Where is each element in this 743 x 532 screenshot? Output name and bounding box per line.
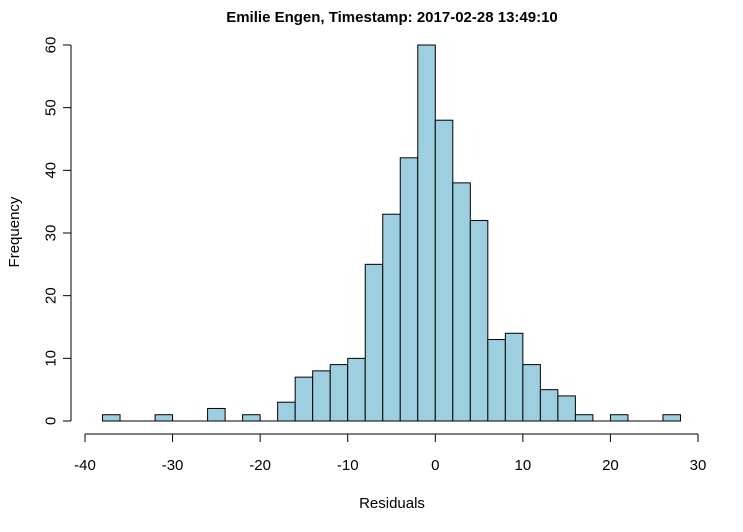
histogram-bar (434, 119, 454, 422)
histogram-bar (329, 364, 349, 422)
histogram-bar (207, 407, 226, 422)
histogram-bar (557, 395, 576, 422)
y-tick-label: 10 (43, 350, 60, 367)
histogram-bar (574, 414, 594, 422)
histogram-bar (347, 357, 366, 422)
x-tick-label: -20 (249, 457, 271, 474)
histogram-bar (242, 414, 261, 422)
histogram-bar (452, 182, 471, 422)
x-tick-label: 10 (515, 457, 532, 474)
y-axis-label: Frequency (6, 196, 23, 267)
y-tick-label: 40 (43, 162, 60, 179)
histogram-bar (364, 263, 384, 422)
histogram-bar (469, 219, 489, 422)
x-tick-label: -10 (337, 457, 359, 474)
x-axis-label: Residuals (359, 495, 425, 512)
histogram-bar (417, 44, 436, 422)
chart-title: Emilie Engen, Timestamp: 2017-02-28 13:4… (226, 9, 558, 26)
y-axis: 0 10 20 30 40 50 60 (43, 37, 72, 425)
x-tick-label: -30 (162, 457, 184, 474)
histogram-bar (609, 414, 629, 422)
bars-layer (102, 44, 681, 422)
histogram-bar (312, 370, 331, 422)
histogram-bar (102, 414, 121, 422)
histogram-bar (399, 157, 419, 422)
x-tick-label: 0 (431, 457, 439, 474)
y-tick-label: 30 (43, 225, 60, 242)
histogram-bar (487, 339, 506, 422)
x-tick-label: -40 (74, 457, 96, 474)
y-tick-label: 50 (43, 99, 60, 116)
histogram-bar (522, 364, 541, 422)
x-tick-label: 30 (690, 457, 707, 474)
y-tick-label: 20 (43, 287, 60, 304)
x-tick-label: 20 (602, 457, 619, 474)
histogram-bar (382, 213, 401, 422)
histogram-bar (294, 376, 314, 422)
y-tick-label: 60 (43, 37, 60, 54)
histogram-bar (504, 332, 524, 422)
x-axis: -40 -30 -20 -10 0 10 20 30 (74, 433, 707, 474)
y-tick-label: 0 (43, 417, 60, 425)
histogram-bar (277, 401, 296, 422)
histogram-bar (539, 389, 559, 422)
histogram-bar (662, 414, 681, 422)
histogram-bar (154, 414, 174, 422)
